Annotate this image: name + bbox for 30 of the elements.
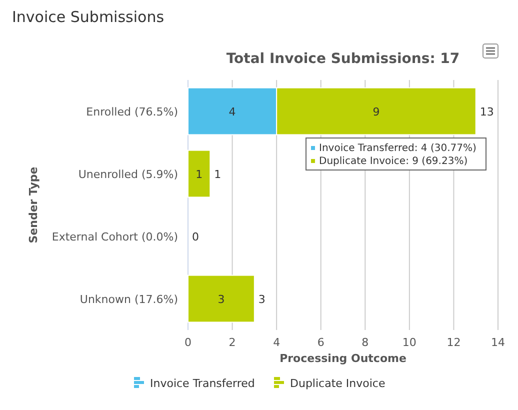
total-label: 3	[258, 292, 266, 306]
y-axis-title: Sender Type	[27, 166, 40, 244]
annotation: Invoice Transferred: 4 (30.77%)	[319, 143, 476, 154]
legend-label: Invoice Transferred	[150, 377, 255, 390]
x-axis-title: Processing Outcome	[280, 352, 406, 365]
total-label: 13	[480, 105, 494, 118]
bar	[188, 274, 255, 323]
total-label: 1	[214, 168, 222, 181]
x-tick-label: 8	[362, 336, 369, 349]
x-tick-label: 14	[491, 336, 505, 349]
data-label: 3	[218, 292, 225, 306]
y-tick-label: Enrolled (76.5%)	[86, 105, 178, 118]
legend-label: Duplicate Invoice	[290, 377, 386, 390]
data-label: 4	[228, 105, 236, 118]
total-label: 0	[192, 230, 199, 244]
y-tick-label: Unenrolled (5.9%)	[78, 168, 178, 181]
data-label: 1	[196, 168, 203, 181]
bar	[188, 150, 211, 198]
chart-title: Invoice Submissions	[12, 8, 164, 26]
x-tick-label: 12	[446, 336, 461, 349]
x-tick-label: 6	[317, 336, 324, 349]
data-label: 9	[372, 105, 380, 118]
x-tick-label: 4	[273, 336, 280, 349]
x-tick-label: 0	[184, 336, 192, 349]
chart-subtitle: Total Invoice Submissions: 17	[226, 51, 460, 67]
x-tick-label: 2	[228, 336, 236, 349]
annotation: Duplicate Invoice: 9 (69.23%)	[319, 156, 468, 167]
x-tick-label: 10	[402, 336, 416, 349]
y-tick-label: External Cohort (0.0%)	[52, 230, 178, 244]
y-tick-label: Unknown (17.6%)	[80, 292, 178, 306]
